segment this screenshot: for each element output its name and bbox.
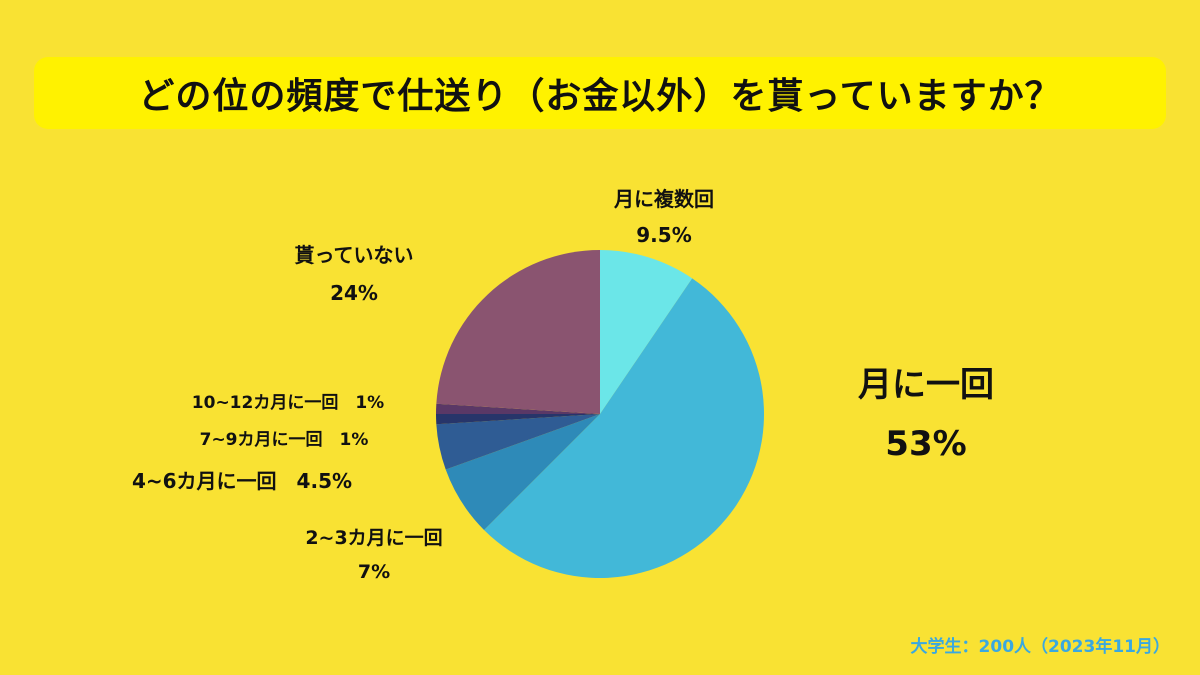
slice-value-7: 24%: [330, 281, 378, 305]
slice-label-5: 7~9カ月に一回 1%: [200, 430, 369, 450]
slice-label-2: 月に一回: [858, 365, 994, 405]
chart-title: どの位の頻度で仕送り（お金以外）を貰っていますか？: [138, 76, 1062, 117]
slice-value-2: 53%: [885, 424, 966, 464]
slice-label-4: 4~6カ月に一回 4.5%: [132, 469, 352, 493]
slice-label-7: 貰っていない: [295, 243, 414, 267]
title-banner: どの位の頻度で仕送り（お金以外）を貰っていますか？: [34, 57, 1166, 129]
pie-slice-5: [436, 414, 600, 425]
pie-slice-4: [436, 414, 600, 470]
slice-label-1: 月に複数回: [613, 187, 714, 211]
slice-label-3: 2~3カ月に一回: [305, 527, 442, 549]
slice-label-6: 10~12カ月に一回 1%: [192, 393, 384, 413]
pie-slice-2: [484, 278, 764, 578]
pie-slice-7: [436, 250, 600, 414]
footer-note: 大学生：200人（2023年11月）: [910, 637, 1170, 657]
slice-value-1: 9.5%: [636, 223, 691, 247]
pie-slice-6: [436, 403, 600, 414]
slice-value-3: 7%: [358, 561, 390, 583]
pie-slice-1: [600, 250, 693, 414]
pie-slice-3: [445, 414, 600, 530]
